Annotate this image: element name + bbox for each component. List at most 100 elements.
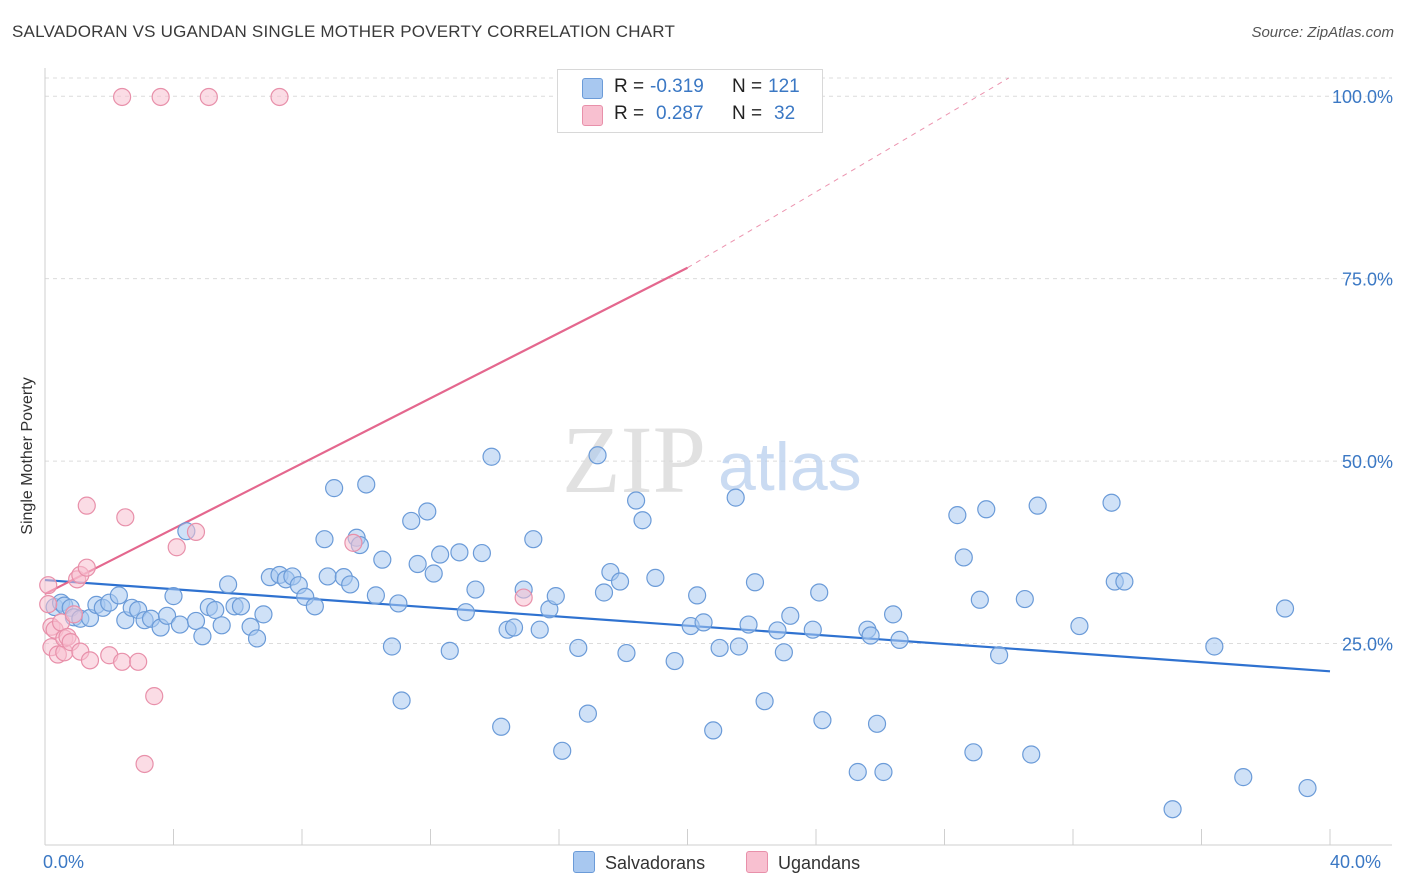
watermark: ZIP atlas	[562, 406, 862, 513]
data-point-ugandans	[129, 652, 148, 671]
data-point-salvadorans	[861, 626, 880, 645]
data-point-salvadorans	[665, 651, 684, 671]
data-point-salvadorans	[212, 616, 231, 635]
data-point-ugandans	[116, 508, 135, 527]
data-point-salvadorans	[504, 618, 524, 637]
data-point-salvadorans	[472, 543, 491, 563]
data-point-ugandans	[80, 651, 100, 670]
data-point-salvadorans	[874, 762, 893, 782]
data-point-salvadorans	[315, 530, 334, 549]
data-point-salvadorans	[768, 621, 787, 640]
data-point-salvadorans	[688, 586, 707, 605]
data-point-ugandans	[112, 652, 132, 671]
data-point-salvadorans	[418, 502, 437, 521]
axes	[44, 68, 1392, 846]
data-point-salvadorans	[694, 613, 713, 632]
data-point-salvadorans	[710, 638, 729, 658]
bottom-legend-label-salvadorans: Salvadorans	[605, 853, 706, 873]
data-point-salvadorans	[626, 491, 646, 510]
y-tick-label: 75.0%	[1342, 270, 1393, 290]
data-point-salvadorans	[729, 637, 749, 656]
data-point-salvadorans	[948, 506, 967, 525]
data-point-salvadorans	[193, 627, 212, 646]
data-point-salvadorans	[1022, 745, 1041, 764]
data-point-salvadorans	[408, 554, 427, 574]
data-point-salvadorans	[1102, 493, 1121, 512]
data-point-salvadorans	[781, 606, 800, 625]
data-point-salvadorans	[803, 620, 822, 639]
data-point-salvadorans	[1070, 616, 1089, 636]
data-point-salvadorans	[466, 580, 485, 599]
data-point-salvadorans	[219, 575, 238, 594]
y-tick-label: 50.0%	[1342, 452, 1393, 472]
data-point-salvadorans	[1234, 768, 1253, 787]
legend-n-value-salvadorans: 121	[768, 76, 800, 97]
data-point-ugandans	[64, 605, 84, 624]
data-point-salvadorans	[402, 511, 421, 531]
data-point-salvadorans	[745, 573, 765, 592]
bottom-legend-salvadorans[interactable]: Salvadorans	[573, 851, 705, 874]
data-point-salvadorans	[382, 637, 402, 656]
data-point-salvadorans	[431, 545, 450, 564]
data-point-salvadorans	[964, 743, 983, 762]
trend-line-ugandans	[44, 266, 688, 595]
data-point-ugandans	[270, 87, 289, 107]
data-point-ugandans	[77, 496, 96, 515]
data-point-salvadorans	[990, 646, 1009, 665]
data-point-ugandans	[39, 595, 58, 614]
data-point-salvadorans	[186, 611, 206, 631]
y-tick-labels: 25.0% 50.0% 75.0% 100.0%	[1332, 87, 1393, 654]
legend-r-label: R =	[614, 76, 645, 97]
data-point-salvadorans	[305, 597, 324, 616]
data-point-salvadorans	[157, 606, 177, 625]
data-point-salvadorans	[341, 575, 360, 594]
data-point-salvadorans	[755, 692, 774, 711]
data-point-ugandans	[77, 558, 96, 577]
bottom-legend-ugandans[interactable]: Ugandans	[746, 851, 860, 874]
trend-lines	[44, 77, 1331, 673]
y-axis-label: Single Mother Poverty	[19, 377, 36, 535]
chart-title: SALVADORAN VS UGANDAN SINGLE MOTHER POVE…	[12, 22, 676, 41]
data-point-salvadorans	[1205, 637, 1224, 656]
data-point-ugandans	[514, 588, 533, 607]
data-point-salvadorans	[726, 488, 745, 507]
data-point-ugandans	[344, 533, 363, 552]
data-point-salvadorans	[325, 479, 344, 498]
data-point-salvadorans	[456, 603, 475, 622]
data-point-salvadorans	[424, 564, 443, 583]
bottom-legend-swatch-ugandans	[746, 851, 768, 873]
data-point-salvadorans	[440, 641, 459, 660]
data-point-salvadorans	[1028, 496, 1047, 515]
grid-lines	[45, 77, 1392, 645]
data-point-salvadorans	[392, 691, 411, 710]
legend-swatch-salvadorans	[582, 78, 603, 99]
trend-line-extension-ugandans	[687, 77, 1010, 269]
data-point-salvadorans	[739, 615, 758, 634]
data-point-ugandans	[186, 522, 206, 542]
legend-n-label: N =	[732, 103, 763, 124]
data-point-salvadorans	[1163, 800, 1182, 819]
data-point-salvadorans	[524, 530, 543, 549]
data-point-salvadorans	[890, 630, 909, 650]
data-point-ugandans	[167, 538, 186, 557]
bottom-legend-label-ugandans: Ugandans	[778, 853, 861, 873]
data-point-ugandans	[145, 687, 164, 706]
data-point-salvadorans	[970, 590, 989, 609]
source-credit: Source: ZipAtlas.com	[1251, 24, 1394, 41]
bottom-legend-swatch-salvadorans	[573, 851, 595, 873]
legend-r-label: R =	[614, 103, 645, 124]
data-point-salvadorans	[633, 511, 652, 530]
data-point-ugandans	[151, 87, 170, 107]
data-point-salvadorans	[530, 620, 549, 639]
data-point-salvadorans	[357, 475, 376, 494]
data-point-ugandans	[39, 576, 58, 595]
data-point-salvadorans	[774, 643, 793, 662]
data-point-salvadorans	[1298, 778, 1317, 798]
data-point-salvadorans	[366, 586, 385, 605]
data-point-salvadorans	[553, 741, 572, 760]
data-point-salvadorans	[594, 583, 614, 602]
data-point-salvadorans	[164, 587, 183, 606]
data-point-salvadorans	[617, 643, 636, 663]
data-point-salvadorans	[546, 587, 565, 606]
